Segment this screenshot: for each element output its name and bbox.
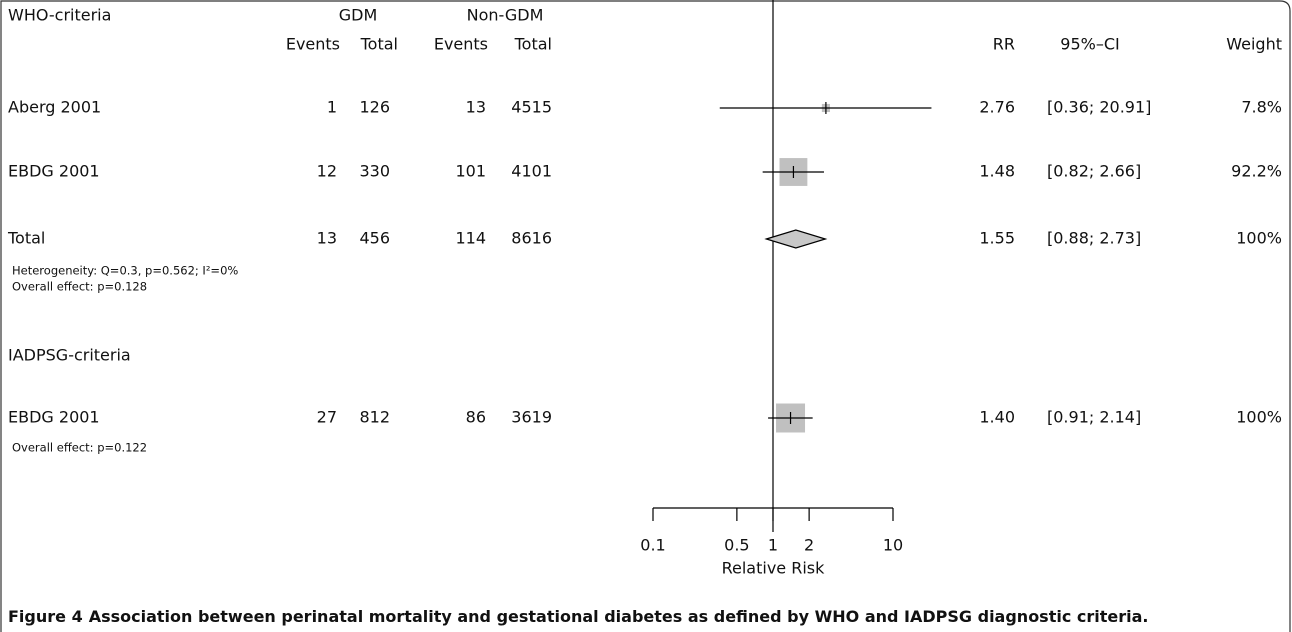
column-header: Weight: [1226, 35, 1282, 54]
rr-label: 2.76: [979, 98, 1015, 117]
x-axis-label: Relative Risk: [722, 559, 826, 578]
gdm-events: 13: [317, 229, 337, 248]
gdm-total: 456: [359, 229, 390, 248]
rr-label: 1.40: [979, 408, 1015, 427]
non-gdm-total: 8616: [511, 229, 552, 248]
non-gdm-events: 114: [455, 229, 486, 248]
study-name: EBDG 2001: [8, 408, 100, 427]
group-title: WHO-criteria: [8, 6, 111, 25]
rr-label: 1.55: [979, 229, 1015, 248]
non-gdm-total: 4515: [511, 98, 552, 117]
caption-text: Association between perinatal mortality …: [89, 607, 1149, 626]
study-name: Total: [7, 229, 45, 248]
gdm-events: 27: [317, 408, 337, 427]
column-header: GDM: [339, 6, 378, 25]
ci-label: [0.88; 2.73]: [1047, 229, 1141, 248]
rr-label: 1.48: [979, 162, 1015, 181]
gdm-total: 812: [359, 408, 390, 427]
summary-diamond: [764, 229, 828, 249]
gdm-total: 126: [359, 98, 390, 117]
non-gdm-events: 86: [466, 408, 486, 427]
gdm-total: 330: [359, 162, 390, 181]
weight-label: 100%: [1236, 408, 1282, 427]
column-header: Non-GDM: [467, 6, 544, 25]
gdm-events: 12: [317, 162, 337, 181]
column-header: Events: [434, 35, 488, 54]
gdm-events: 1: [327, 98, 337, 117]
ci-label: [0.82; 2.66]: [1047, 162, 1141, 181]
caption-label: Figure 4: [8, 607, 83, 626]
x-tick-label: 2: [804, 536, 814, 555]
note: Overall effect: p=0.128: [12, 280, 147, 294]
column-header: 95%–CI: [1060, 35, 1119, 54]
x-tick-label: 10: [883, 536, 903, 555]
note: Heterogeneity: Q=0.3, p=0.562; I²=0%: [12, 264, 238, 278]
note: Overall effect: p=0.122: [12, 441, 147, 455]
column-header: RR: [993, 35, 1015, 54]
weight-label: 92.2%: [1231, 162, 1282, 181]
study-name: Aberg 2001: [8, 98, 101, 117]
weight-label: 7.8%: [1241, 98, 1282, 117]
weight-label: 100%: [1236, 229, 1282, 248]
x-tick-label: 1: [768, 536, 778, 555]
group-title: IADPSG-criteria: [8, 346, 131, 365]
caption: Figure 4 Association between perinatal mo…: [8, 607, 1149, 626]
column-header: Total: [360, 35, 398, 54]
non-gdm-events: 13: [466, 98, 486, 117]
column-header: Total: [514, 35, 552, 54]
x-tick-label: 0.1: [640, 536, 665, 555]
x-tick-label: 0.5: [724, 536, 749, 555]
ci-label: [0.36; 20.91]: [1047, 98, 1151, 117]
non-gdm-total: 4101: [511, 162, 552, 181]
non-gdm-events: 101: [455, 162, 486, 181]
study-name: EBDG 2001: [8, 162, 100, 181]
non-gdm-total: 3619: [511, 408, 552, 427]
column-header: Events: [286, 35, 340, 54]
ci-label: [0.91; 2.14]: [1047, 408, 1141, 427]
